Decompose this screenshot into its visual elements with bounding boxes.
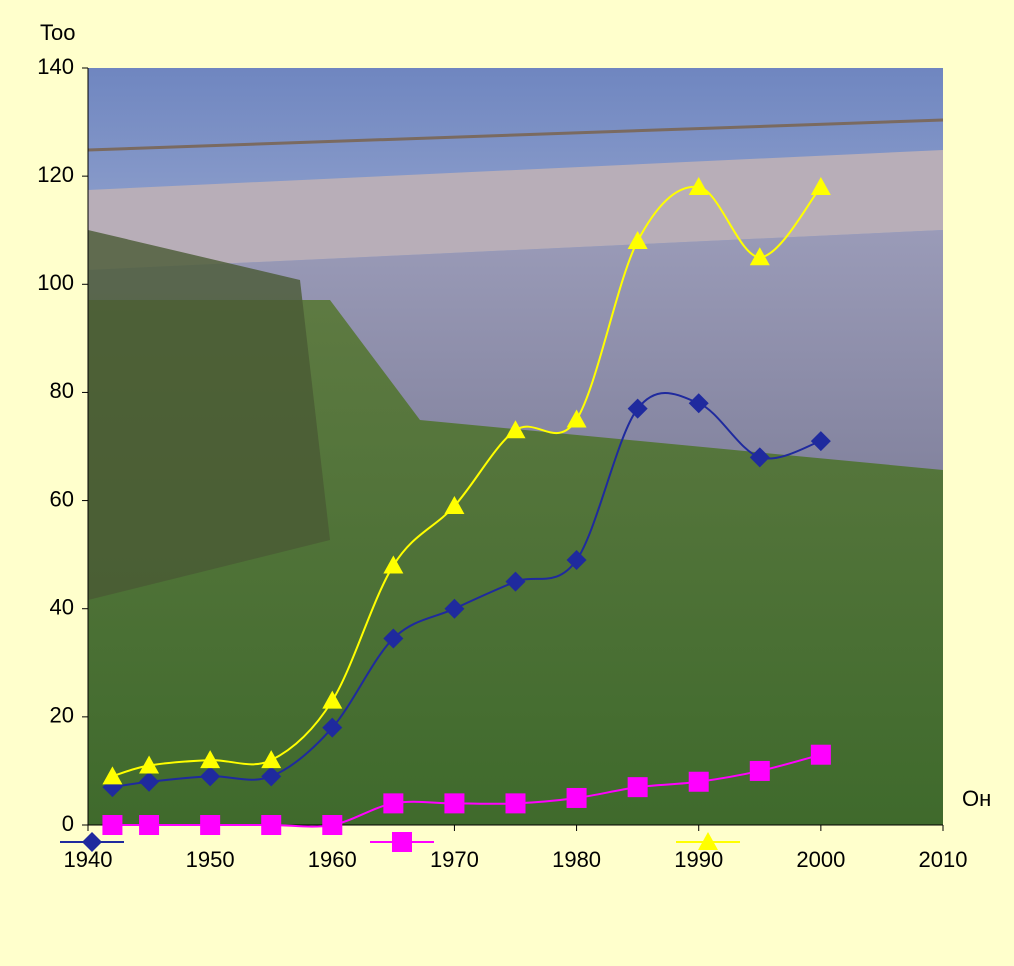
y-tick-label: 20 bbox=[50, 703, 74, 728]
x-axis-label: Он bbox=[962, 786, 991, 811]
page: {"chart_data": {"type": "line", "y_label… bbox=[0, 0, 1014, 966]
marker bbox=[750, 761, 770, 781]
x-tick-label: 1950 bbox=[186, 847, 235, 872]
x-tick-label: 2000 bbox=[796, 847, 845, 872]
x-tick-label: 1980 bbox=[552, 847, 601, 872]
chart: Too Он 0 20 40 60 80 100 120 140 1940 1950 1960 197… bbox=[0, 0, 1014, 966]
y-tick-label: 100 bbox=[37, 270, 74, 295]
marker bbox=[689, 772, 709, 792]
marker bbox=[811, 745, 831, 765]
x-tick-label: 1970 bbox=[430, 847, 479, 872]
marker bbox=[383, 793, 403, 813]
marker bbox=[506, 793, 526, 813]
marker bbox=[139, 815, 159, 835]
x-tick-label: 2010 bbox=[919, 847, 968, 872]
y-tick-label: 60 bbox=[50, 486, 74, 511]
y-tick-label: 140 bbox=[37, 54, 74, 79]
marker bbox=[567, 788, 587, 808]
y-axis-label: Too bbox=[40, 20, 75, 45]
y-tick-label: 80 bbox=[50, 378, 74, 403]
y-tick-label: 40 bbox=[50, 595, 74, 620]
marker bbox=[261, 815, 281, 835]
x-tick-label: 1960 bbox=[308, 847, 357, 872]
marker bbox=[322, 815, 342, 835]
legend-marker bbox=[392, 832, 412, 852]
marker bbox=[102, 815, 122, 835]
marker bbox=[628, 777, 648, 797]
x-tick-label: 1990 bbox=[674, 847, 723, 872]
marker bbox=[444, 793, 464, 813]
y-tick-label: 120 bbox=[37, 162, 74, 187]
x-tick-label: 1940 bbox=[64, 847, 113, 872]
y-tick-label: 0 bbox=[62, 811, 74, 836]
marker bbox=[200, 815, 220, 835]
plot-background bbox=[88, 68, 943, 825]
